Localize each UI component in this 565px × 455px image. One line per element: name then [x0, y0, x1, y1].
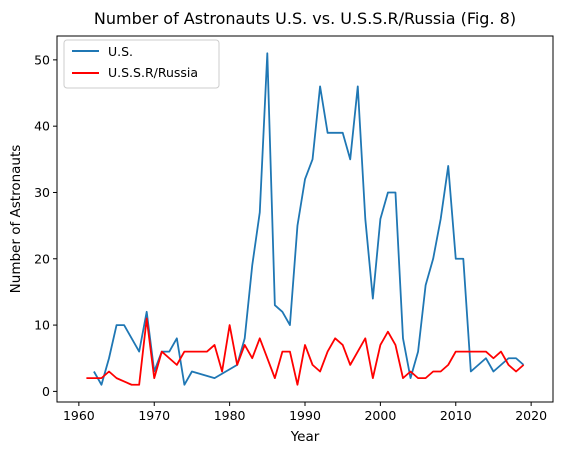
y-tick-label: 0 [42, 384, 50, 399]
x-tick-label: 2000 [364, 408, 396, 423]
y-tick-label: 30 [34, 185, 50, 200]
x-tick-label: 2020 [515, 408, 547, 423]
legend: U.S. U.S.S.R/Russia [63, 39, 220, 89]
x-tick-label: 1990 [289, 408, 321, 423]
y-axis-title: Number of Astronauts [8, 145, 24, 294]
y-axis: 0 10 20 30 40 50 [34, 52, 57, 399]
legend-box [63, 39, 220, 89]
y-tick-label: 50 [34, 52, 50, 67]
y-tick-label: 10 [34, 318, 50, 333]
legend-label-us: U.S. [108, 44, 133, 59]
chart-title: Number of Astronauts U.S. vs. U.S.S.R/Ru… [94, 9, 516, 28]
legend-label-ussr: U.S.S.R/Russia [108, 65, 198, 80]
series-line-ussr-russia [86, 317, 525, 386]
y-tick-label: 40 [34, 119, 50, 134]
series-lines [86, 52, 525, 386]
x-tick-label: 1970 [138, 408, 170, 423]
x-tick-label: 1960 [63, 408, 95, 423]
y-tick-label: 20 [34, 251, 50, 266]
x-axis: 1960 1970 1980 1990 2000 2010 2020 [63, 402, 547, 423]
x-tick-label: 1980 [214, 408, 246, 423]
x-axis-title: Year [290, 429, 320, 445]
x-tick-label: 2010 [440, 408, 472, 423]
